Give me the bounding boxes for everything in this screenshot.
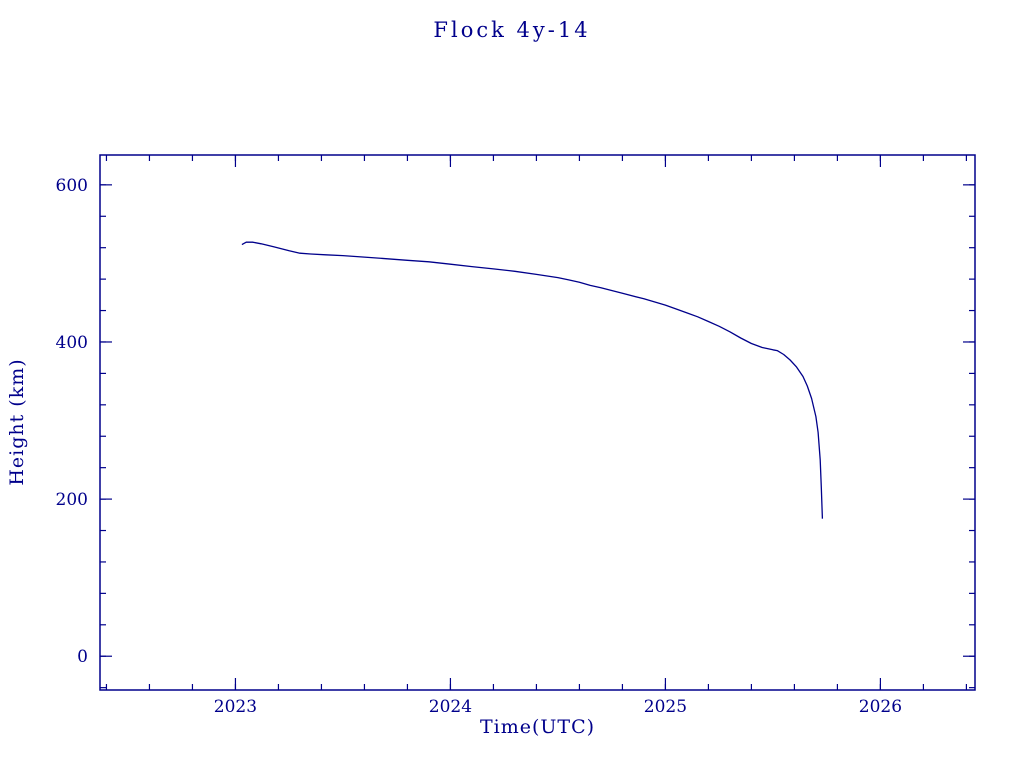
chart-title: Flock 4y-14 bbox=[433, 18, 591, 42]
x-tick-label: 2024 bbox=[429, 697, 472, 717]
x-tick-label: 2026 bbox=[859, 697, 902, 717]
plot-frame bbox=[99, 154, 976, 691]
y-tick-label: 400 bbox=[56, 333, 88, 353]
x-tick-label: 2023 bbox=[214, 697, 257, 717]
y-tick-label: 600 bbox=[56, 176, 88, 196]
y-axis-label: Height (km) bbox=[6, 358, 28, 486]
x-tick-label: 2025 bbox=[644, 697, 687, 717]
decay-curve bbox=[241, 241, 824, 519]
y-tick-label: 0 bbox=[77, 647, 88, 667]
y-tick-label: 200 bbox=[56, 490, 88, 510]
x-axis-label: Time(UTC) bbox=[479, 716, 596, 738]
